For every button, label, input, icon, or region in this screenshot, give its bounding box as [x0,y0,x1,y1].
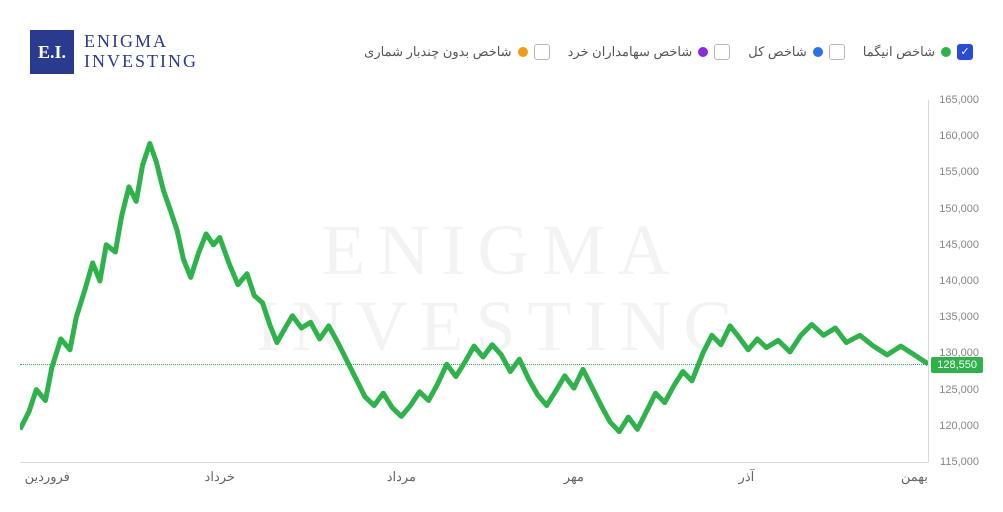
legend-dot-icon [518,47,528,57]
legend-dot-icon [941,47,951,57]
legend-checkbox[interactable] [534,44,550,60]
y-tick: 145,000 [939,239,979,251]
legend-item-3[interactable]: شاخص بدون چندبار شماری [364,44,549,60]
legend-label: شاخص کل [748,44,806,60]
logo-square: E.I. [30,30,74,74]
x-tick: مرداد [387,469,416,485]
y-tick: 165,000 [939,94,979,106]
legend-checkbox[interactable] [829,44,845,60]
y-tick: 155,000 [939,166,979,178]
logo-line1: ENIGMA [84,32,198,52]
chart-plot: 128,550 [20,100,928,462]
chart-legend: شاخص انیگما شاخص کل شاخص سهامداران خرد شاخص… [364,44,973,60]
legend-item-0[interactable]: شاخص انیگما [863,44,973,60]
legend-dot-icon [813,47,823,57]
y-tick: 130,000 [939,347,979,359]
legend-item-2[interactable]: شاخص سهامداران خرد [568,44,731,60]
x-tick: بهمن [901,469,928,485]
logo: E.I. ENIGMA INVESTING [30,30,198,74]
logo-line2: INVESTING [84,52,198,72]
header: E.I. ENIGMA INVESTING شاخص انیگما شاخص کل… [0,0,1003,84]
x-tick: فروردین [25,469,70,485]
reference-line: 128,550 [20,364,928,365]
x-tick: آذر [739,469,755,485]
y-tick: 160,000 [939,130,979,142]
legend-checkbox[interactable] [957,44,973,60]
y-tick: 150,000 [939,203,979,215]
x-tick: مهر [564,469,584,485]
chart-area: ENIGMA INVESTING 128,550 115,000120,0001… [20,100,983,492]
legend-checkbox[interactable] [714,44,730,60]
x-tick: خرداد [205,469,235,485]
legend-dot-icon [698,47,708,57]
y-tick: 135,000 [939,311,979,323]
legend-label: شاخص انیگما [863,44,935,60]
y-axis: 115,000120,000125,000130,000135,000140,0… [928,100,983,462]
series-line [20,143,928,431]
y-tick: 115,000 [940,456,979,468]
x-axis: فروردین خرداد مرداد مهر آذر بهمن [20,462,928,492]
y-tick: 140,000 [939,275,979,287]
y-tick: 120,000 [939,420,979,432]
y-tick: 125,000 [939,384,979,396]
legend-label: شاخص بدون چندبار شماری [364,44,511,60]
line-chart-svg [20,100,928,462]
legend-item-1[interactable]: شاخص کل [748,44,844,60]
legend-label: شاخص سهامداران خرد [568,44,693,60]
logo-text: ENIGMA INVESTING [84,32,198,72]
